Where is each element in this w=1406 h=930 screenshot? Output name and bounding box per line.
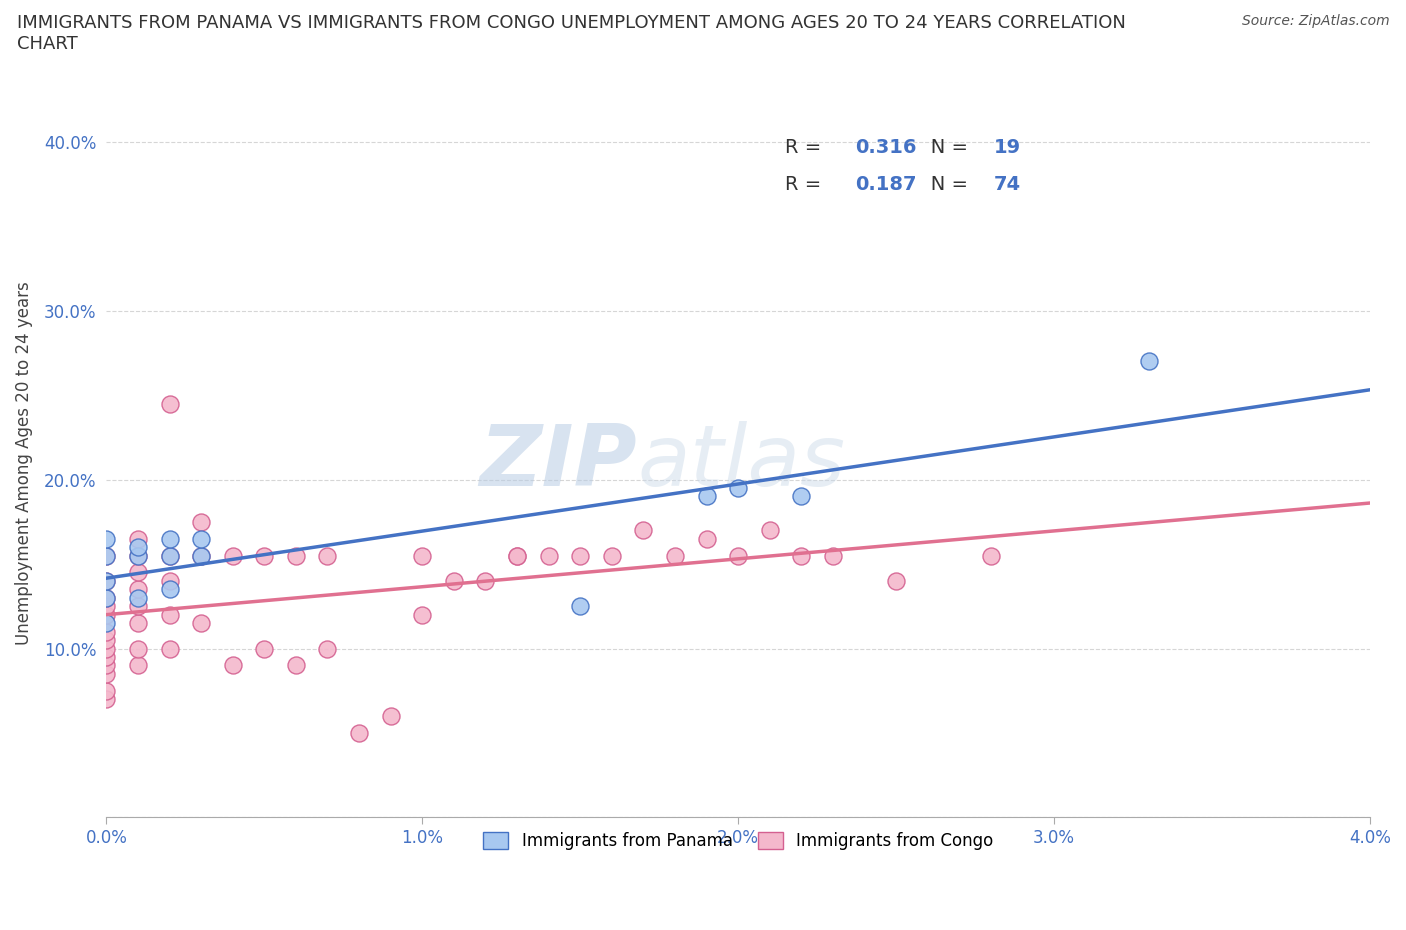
Point — [127, 548, 149, 563]
Point — [759, 523, 782, 538]
Point — [190, 514, 212, 529]
Point — [569, 548, 592, 563]
Point — [696, 489, 718, 504]
Point — [96, 548, 118, 563]
Point — [127, 548, 149, 563]
Point — [347, 725, 370, 740]
Point — [190, 548, 212, 563]
Point — [96, 616, 118, 631]
Legend: Immigrants from Panama, Immigrants from Congo: Immigrants from Panama, Immigrants from … — [475, 824, 1001, 858]
Y-axis label: Unemployment Among Ages 20 to 24 years: Unemployment Among Ages 20 to 24 years — [15, 281, 32, 644]
Point — [633, 523, 655, 538]
Text: R =: R = — [785, 175, 828, 194]
Text: 74: 74 — [994, 175, 1021, 194]
Point — [96, 607, 118, 622]
Point — [127, 565, 149, 580]
Point — [96, 624, 118, 639]
Text: IMMIGRANTS FROM PANAMA VS IMMIGRANTS FROM CONGO UNEMPLOYMENT AMONG AGES 20 TO 24: IMMIGRANTS FROM PANAMA VS IMMIGRANTS FRO… — [17, 14, 1126, 53]
Point — [222, 658, 245, 672]
Text: N =: N = — [911, 175, 974, 194]
Point — [96, 641, 118, 656]
Point — [190, 548, 212, 563]
Point — [96, 649, 118, 664]
Point — [159, 641, 181, 656]
Point — [159, 582, 181, 597]
Point — [884, 574, 907, 589]
Point — [190, 531, 212, 546]
Point — [284, 658, 307, 672]
Point — [96, 658, 118, 672]
Point — [96, 548, 118, 563]
Point — [159, 548, 181, 563]
Point — [127, 582, 149, 597]
Point — [96, 591, 118, 605]
Text: Source: ZipAtlas.com: Source: ZipAtlas.com — [1241, 14, 1389, 28]
Point — [727, 548, 749, 563]
Text: R =: R = — [785, 139, 828, 157]
Point — [96, 599, 118, 614]
Point — [96, 574, 118, 589]
Point — [1137, 354, 1160, 369]
Point — [980, 548, 1002, 563]
Point — [443, 574, 465, 589]
Text: ZIP: ZIP — [479, 421, 637, 504]
Point — [96, 692, 118, 707]
Point — [127, 539, 149, 554]
Point — [506, 548, 529, 563]
Text: 0.187: 0.187 — [855, 175, 917, 194]
Point — [96, 531, 118, 546]
Point — [600, 548, 623, 563]
Point — [127, 591, 149, 605]
Point — [96, 574, 118, 589]
Point — [222, 548, 245, 563]
Point — [159, 607, 181, 622]
Point — [790, 548, 813, 563]
Point — [506, 548, 529, 563]
Point — [159, 531, 181, 546]
Point — [127, 658, 149, 672]
Point — [96, 684, 118, 698]
Point — [253, 641, 276, 656]
Point — [727, 481, 749, 496]
Point — [127, 616, 149, 631]
Point — [474, 574, 496, 589]
Point — [316, 548, 339, 563]
Point — [696, 531, 718, 546]
Point — [127, 641, 149, 656]
Point — [96, 632, 118, 647]
Point — [380, 709, 402, 724]
Point — [159, 396, 181, 411]
Point — [537, 548, 560, 563]
Point — [790, 489, 813, 504]
Point — [664, 548, 686, 563]
Point — [316, 641, 339, 656]
Point — [159, 574, 181, 589]
Point — [411, 607, 433, 622]
Point — [96, 591, 118, 605]
Point — [96, 667, 118, 682]
Text: N =: N = — [911, 139, 974, 157]
Point — [190, 616, 212, 631]
Point — [253, 548, 276, 563]
Point — [284, 548, 307, 563]
Point — [411, 548, 433, 563]
Point — [127, 531, 149, 546]
Point — [159, 548, 181, 563]
Text: 0.316: 0.316 — [855, 139, 917, 157]
Point — [821, 548, 844, 563]
Point — [127, 599, 149, 614]
Text: 19: 19 — [994, 139, 1021, 157]
Text: atlas: atlas — [637, 421, 845, 504]
Point — [569, 599, 592, 614]
